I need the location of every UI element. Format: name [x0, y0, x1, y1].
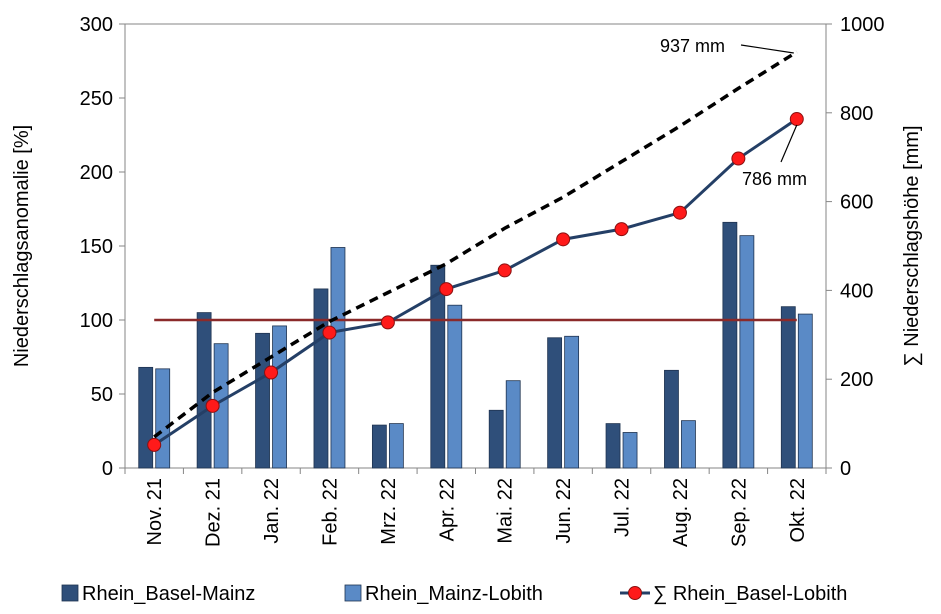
bar-basel-mainz-1	[196, 312, 212, 469]
left-tick-label-5: 250	[80, 88, 113, 110]
cumulative-point-11	[789, 112, 804, 127]
cumulative-point-2	[264, 365, 279, 380]
left-axis-title: Niederschlagsanomalie [%]	[11, 125, 33, 367]
annotation-937-leader	[740, 44, 794, 54]
bar-basel-mainz-9	[664, 369, 679, 469]
x-tick-label-7: Jun. 22	[553, 478, 575, 544]
bar-mainz-lobith-5	[447, 304, 463, 469]
x-tick-label-0: Nov. 21	[144, 478, 166, 545]
cumulative-point-4	[380, 315, 395, 330]
cumulative-point-10	[731, 151, 746, 166]
x-tick-label-11: Okt. 22	[787, 478, 809, 542]
cumulative-point-7	[556, 232, 571, 247]
legend-label-basel-mainz: Rhein_Basel-Mainz	[82, 583, 255, 605]
bar-mainz-lobith-3	[330, 247, 346, 469]
x-tick-label-5: Apr. 22	[436, 478, 458, 541]
cumulative-point-3	[322, 325, 337, 340]
bar-basel-mainz-4	[371, 424, 387, 469]
right-tick-label-0: 0	[840, 458, 851, 480]
left-tick-label-2: 100	[80, 310, 113, 332]
left-tick-label-1: 50	[91, 384, 113, 406]
bar-basel-mainz-3	[313, 288, 329, 469]
legend-swatch-basel-mainz	[61, 584, 79, 602]
legend: Rhein_Basel-Mainz Rhein_Mainz-Lobith ∑ Rhe…	[61, 583, 847, 605]
bar-basel-mainz-2	[255, 332, 270, 469]
bar-mainz-lobith-7	[564, 335, 580, 469]
right-tick-label-5: 1000	[840, 14, 885, 36]
plot-area-border	[124, 23, 827, 469]
bar-mainz-lobith-6	[505, 380, 521, 469]
bar-mainz-lobith-4	[388, 423, 404, 469]
bar-basel-mainz-8	[605, 423, 621, 469]
cumulative-point-6	[497, 263, 512, 278]
cumulative-point-8	[614, 222, 629, 237]
left-tick-label-0: 0	[102, 458, 113, 480]
right-tick-label-2: 400	[840, 280, 873, 302]
bar-basel-mainz-5	[430, 264, 446, 469]
cumulative-point-9	[672, 205, 687, 220]
axes-group: 0 50 100 150 200 250 300 0 200 400 600 800 1000 Nov. …	[11, 14, 923, 547]
bar-mainz-lobith-8	[622, 432, 638, 469]
cumulative-basel-lobith-line	[153, 117, 798, 447]
right-axis-title: ∑ Niederschlagshöhe [mm]	[901, 125, 923, 366]
annotation-786-label: 786 mm	[742, 169, 807, 189]
bar-mainz-lobith-11	[797, 313, 813, 469]
bar-basel-mainz-6	[488, 409, 504, 469]
annotation-937-label: 937 mm	[660, 36, 725, 56]
annotation-786-leader	[780, 124, 798, 163]
right-tick-label-1: 200	[840, 369, 873, 391]
legend-label-basel-lobith: ∑ Rhein_Basel-Lobith	[653, 583, 847, 605]
left-tick-label-4: 200	[80, 162, 113, 184]
x-tick-label-6: Mai. 22	[495, 478, 517, 544]
right-tick-label-3: 600	[840, 192, 873, 214]
left-tick-label-3: 150	[80, 236, 113, 258]
cumulative-point-5	[439, 282, 454, 297]
right-tick-label-4: 800	[840, 103, 873, 125]
x-tick-label-4: Mrz. 22	[378, 478, 400, 545]
bar-mainz-lobith-10	[739, 235, 755, 469]
legend-swatch-mainz-lobith	[344, 584, 362, 602]
annotations-group: 937 mm 786 mm	[660, 36, 807, 189]
x-tick-label-8: Jul. 22	[612, 478, 634, 537]
bar-mainz-lobith-9	[681, 420, 696, 469]
bar-basel-mainz-7	[547, 337, 563, 469]
x-tick-label-3: Feb. 22	[319, 478, 341, 546]
cumulative-point-1	[205, 398, 220, 413]
plot-frame	[124, 23, 827, 469]
lines-group	[147, 50, 804, 452]
x-tick-label-10: Sep. 22	[728, 478, 750, 547]
legend-label-mainz-lobith: Rhein_Mainz-Lobith	[365, 583, 543, 605]
dashed-cumulative-line	[153, 50, 798, 439]
x-tick-label-1: Dez. 21	[203, 478, 225, 547]
bars-group	[138, 221, 813, 469]
bar-basel-mainz-11	[780, 306, 796, 469]
legend-marker-basel-lobith	[628, 586, 642, 600]
bar-basel-mainz-10	[722, 221, 738, 469]
cumulative-point-0	[147, 437, 162, 452]
left-tick-label-6: 300	[80, 14, 113, 36]
x-tick-label-2: Jan. 22	[261, 478, 283, 544]
bar-mainz-lobith-0	[155, 368, 171, 469]
bar-mainz-lobith-2	[272, 325, 287, 469]
x-tick-label-9: Aug. 22	[670, 478, 692, 547]
bar-basel-mainz-0	[138, 366, 154, 469]
